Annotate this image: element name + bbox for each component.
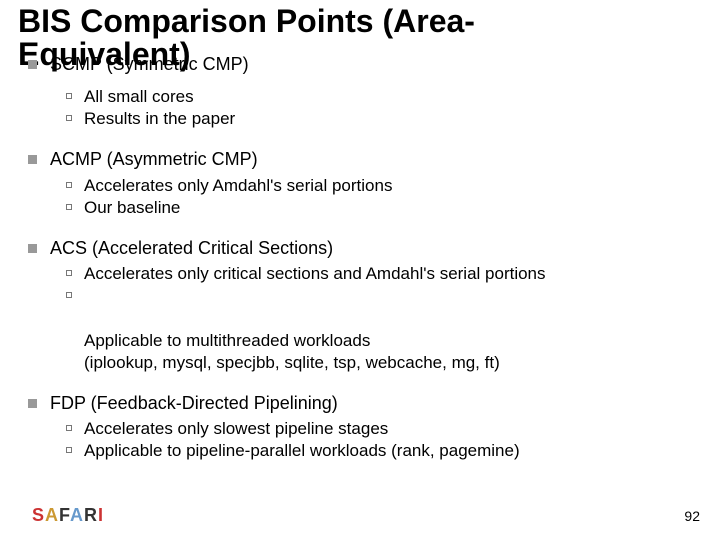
acmp-item-0: Accelerates only Amdahl's serial portion… — [84, 176, 392, 195]
bullet-hollow-icon — [66, 447, 72, 453]
acs-group: ACS (Accelerated Critical Sections) Acce… — [28, 237, 692, 374]
scmp-item-0: All small cores — [84, 87, 194, 106]
safari-logo: SAFARI — [32, 505, 104, 526]
acmp-group: ACMP (Asymmetric CMP) Accelerates only A… — [28, 148, 692, 219]
bullet-square-icon — [28, 60, 37, 69]
acmp-heading: ACMP (Asymmetric CMP) — [50, 149, 258, 169]
acmp-heading-row: ACMP (Asymmetric CMP) — [28, 148, 692, 171]
acs-heading-row: ACS (Accelerated Critical Sections) — [28, 237, 692, 260]
fdp-heading: FDP (Feedback-Directed Pipelining) — [50, 393, 338, 413]
fdp-heading-row: FDP (Feedback-Directed Pipelining) — [28, 392, 692, 415]
list-item: Applicable to multithreaded workloads (i… — [28, 285, 692, 373]
bullet-hollow-icon — [66, 93, 72, 99]
list-item: Applicable to pipeline-parallel workload… — [28, 440, 692, 462]
list-item: Our baseline — [28, 197, 692, 219]
scmp-item-1: Results in the paper — [84, 109, 235, 128]
acs-heading: ACS (Accelerated Critical Sections) — [50, 238, 333, 258]
list-item: Accelerates only Amdahl's serial portion… — [28, 175, 692, 197]
acmp-item-1: Our baseline — [84, 198, 180, 217]
acs-sublist: Accelerates only critical sections and A… — [28, 263, 692, 373]
list-item: Accelerates only critical sections and A… — [28, 263, 692, 285]
list-item: Results in the paper — [28, 108, 692, 130]
slide-title-line1: BIS Comparison Points (Area- — [18, 4, 702, 39]
bullet-hollow-icon — [66, 115, 72, 121]
bullet-hollow-icon — [66, 292, 72, 298]
scmp-group: All small cores Results in the paper — [28, 86, 692, 130]
bullet-hollow-icon — [66, 182, 72, 188]
bullet-square-icon — [28, 244, 37, 253]
fdp-sublist: Accelerates only slowest pipeline stages… — [28, 418, 692, 462]
acs-item-0: Accelerates only critical sections and A… — [84, 264, 546, 283]
list-item: Accelerates only slowest pipeline stages — [28, 418, 692, 440]
slide: BIS Comparison Points (Area- Equivalent)… — [0, 0, 720, 540]
acmp-sublist: Accelerates only Amdahl's serial portion… — [28, 175, 692, 219]
bullet-square-icon — [28, 399, 37, 408]
scmp-sublist: All small cores Results in the paper — [28, 86, 692, 130]
fdp-group: FDP (Feedback-Directed Pipelining) Accel… — [28, 392, 692, 463]
bullet-square-icon — [28, 155, 37, 164]
fdp-item-0: Accelerates only slowest pipeline stages — [84, 419, 388, 438]
fdp-item-1: Applicable to pipeline-parallel workload… — [84, 441, 520, 460]
acs-item-1: Applicable to multithreaded workloads (i… — [84, 331, 500, 372]
list-item: All small cores — [28, 86, 692, 108]
bullet-hollow-icon — [66, 425, 72, 431]
content-area: All small cores Results in the paper ACM… — [28, 72, 692, 463]
bullet-hollow-icon — [66, 204, 72, 210]
bullet-hollow-icon — [66, 270, 72, 276]
page-number: 92 — [684, 508, 700, 524]
